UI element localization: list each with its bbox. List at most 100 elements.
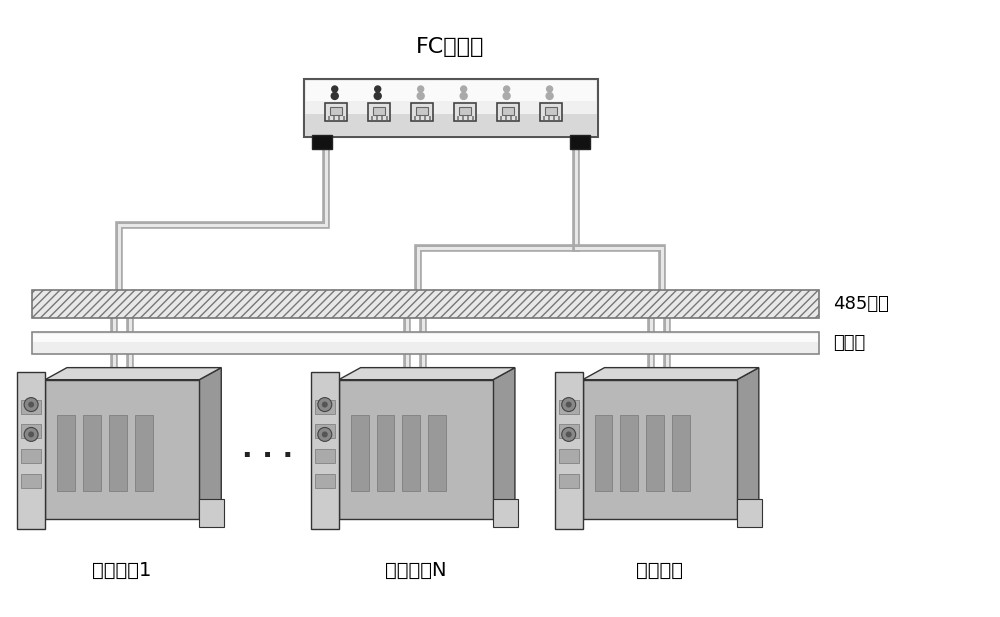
Bar: [368, 103, 390, 121]
Bar: [351, 415, 369, 491]
Polygon shape: [583, 368, 759, 379]
Bar: [311, 371, 339, 529]
Circle shape: [417, 93, 424, 99]
Bar: [454, 103, 476, 121]
Bar: [472, 116, 474, 120]
Bar: [737, 499, 762, 527]
Bar: [343, 116, 345, 120]
Circle shape: [331, 93, 338, 99]
Bar: [339, 379, 493, 519]
Circle shape: [562, 397, 576, 412]
Circle shape: [562, 428, 576, 441]
Bar: [510, 116, 512, 120]
Text: . . .: . . .: [242, 436, 294, 463]
Bar: [371, 116, 373, 120]
Bar: [428, 415, 446, 491]
Bar: [411, 103, 433, 121]
Bar: [543, 116, 545, 120]
Bar: [199, 499, 224, 527]
Bar: [312, 135, 332, 149]
Polygon shape: [737, 368, 759, 519]
Bar: [500, 116, 502, 120]
Bar: [505, 116, 507, 120]
Circle shape: [461, 86, 467, 92]
Bar: [559, 474, 579, 488]
Bar: [304, 79, 598, 137]
Bar: [515, 116, 517, 120]
Bar: [497, 103, 519, 121]
Bar: [377, 415, 394, 491]
Bar: [414, 116, 416, 120]
Bar: [376, 116, 378, 120]
Bar: [545, 107, 557, 115]
Bar: [555, 371, 583, 529]
Circle shape: [566, 431, 572, 437]
Bar: [462, 116, 464, 120]
Bar: [45, 379, 199, 519]
Bar: [33, 334, 818, 342]
Circle shape: [374, 93, 381, 99]
Bar: [548, 116, 550, 120]
Bar: [315, 424, 335, 439]
Bar: [21, 424, 41, 439]
Text: 机载设切1: 机载设切1: [92, 561, 151, 580]
Bar: [21, 400, 41, 413]
Circle shape: [318, 428, 332, 441]
Bar: [325, 103, 347, 121]
Circle shape: [546, 93, 553, 99]
Bar: [21, 449, 41, 463]
Bar: [553, 116, 555, 120]
Bar: [57, 415, 75, 491]
Circle shape: [332, 86, 338, 92]
Circle shape: [566, 402, 572, 408]
Bar: [620, 415, 638, 491]
Bar: [457, 116, 459, 120]
Bar: [402, 415, 420, 491]
Bar: [558, 116, 560, 120]
Polygon shape: [199, 368, 221, 519]
Circle shape: [24, 397, 38, 412]
Bar: [419, 116, 421, 120]
Polygon shape: [493, 368, 515, 519]
Bar: [381, 116, 383, 120]
Bar: [467, 116, 469, 120]
Bar: [333, 116, 335, 120]
Circle shape: [375, 86, 381, 92]
Bar: [17, 371, 45, 529]
Bar: [83, 415, 101, 491]
Bar: [315, 474, 335, 488]
Bar: [429, 116, 431, 120]
Bar: [330, 107, 342, 115]
Bar: [595, 415, 612, 491]
Circle shape: [28, 402, 34, 408]
Circle shape: [503, 93, 510, 99]
Circle shape: [460, 93, 467, 99]
Bar: [559, 400, 579, 413]
Bar: [338, 116, 340, 120]
Bar: [559, 424, 579, 439]
Circle shape: [322, 431, 328, 437]
Bar: [570, 135, 590, 149]
Bar: [583, 379, 737, 519]
Bar: [315, 400, 335, 413]
Bar: [416, 107, 428, 115]
Circle shape: [322, 402, 328, 408]
Bar: [32, 332, 819, 354]
Polygon shape: [45, 368, 221, 379]
Circle shape: [547, 86, 553, 92]
Bar: [386, 116, 388, 120]
Text: 485总线: 485总线: [833, 295, 889, 313]
Text: FC交换机: FC交换机: [416, 37, 484, 57]
Circle shape: [318, 397, 332, 412]
Bar: [424, 116, 426, 120]
Bar: [135, 415, 153, 491]
Bar: [540, 103, 562, 121]
Bar: [306, 81, 596, 101]
Circle shape: [28, 431, 34, 437]
Bar: [672, 415, 690, 491]
Polygon shape: [339, 368, 515, 379]
Bar: [559, 449, 579, 463]
Text: 机载设备N: 机载设备N: [385, 561, 446, 580]
Circle shape: [504, 86, 510, 92]
Bar: [459, 107, 471, 115]
